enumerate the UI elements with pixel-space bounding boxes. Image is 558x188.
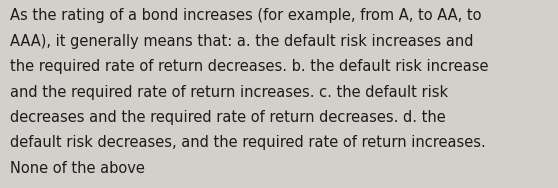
Text: the required rate of return decreases. b. the default risk increase: the required rate of return decreases. b… [10, 59, 489, 74]
Text: None of the above: None of the above [10, 161, 145, 176]
Text: decreases and the required rate of return decreases. d. the: decreases and the required rate of retur… [10, 110, 446, 125]
Text: As the rating of a bond increases (for example, from A, to AA, to: As the rating of a bond increases (for e… [10, 8, 482, 24]
Text: AAA), it generally means that: a. the default risk increases and: AAA), it generally means that: a. the de… [10, 34, 474, 49]
Text: and the required rate of return increases. c. the default risk: and the required rate of return increase… [10, 85, 448, 100]
Text: default risk decreases, and the required rate of return increases.: default risk decreases, and the required… [10, 135, 486, 150]
